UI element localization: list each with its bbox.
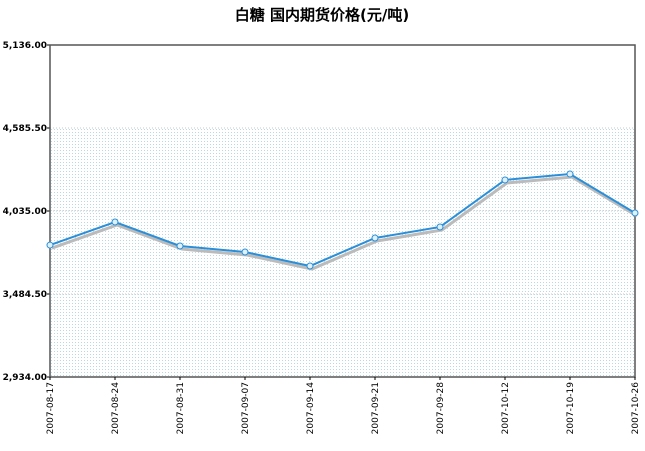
point <box>566 170 574 178</box>
x-tick-label: 2007-08-24 <box>111 382 121 435</box>
point <box>46 241 54 249</box>
y-tick-label: 2,934.00 <box>3 373 47 383</box>
x-tick-label: 2007-09-28 <box>436 382 446 435</box>
x-tick-label: 2007-09-14 <box>306 382 316 435</box>
point <box>501 176 509 184</box>
line <box>49 173 636 268</box>
x-tick-label: 2007-08-17 <box>46 382 56 434</box>
x-tick-label: 2007-10-19 <box>566 382 576 435</box>
point <box>306 262 314 270</box>
y-tick-label: 3,484.50 <box>3 290 47 300</box>
point <box>111 218 119 226</box>
x-tick-label: 2007-09-21 <box>371 382 381 434</box>
point <box>176 242 184 250</box>
point <box>241 248 249 256</box>
line-shadow <box>51 175 638 271</box>
y-tick-label: 4,035.00 <box>3 207 47 217</box>
x-tick-label: 2007-10-26 <box>631 382 641 435</box>
chart-title: 白糖 国内期货价格(元/吨) <box>235 6 409 24</box>
x-tick-label: 2007-08-31 <box>176 382 186 434</box>
point <box>371 234 379 242</box>
point <box>436 223 444 231</box>
point <box>631 209 639 217</box>
x-tick-label: 2007-10-12 <box>501 382 511 434</box>
y-tick-label: 4,585.50 <box>3 124 47 134</box>
y-tick-label: 5,136.00 <box>3 41 47 51</box>
x-tick-label: 2007-09-07 <box>241 382 251 434</box>
